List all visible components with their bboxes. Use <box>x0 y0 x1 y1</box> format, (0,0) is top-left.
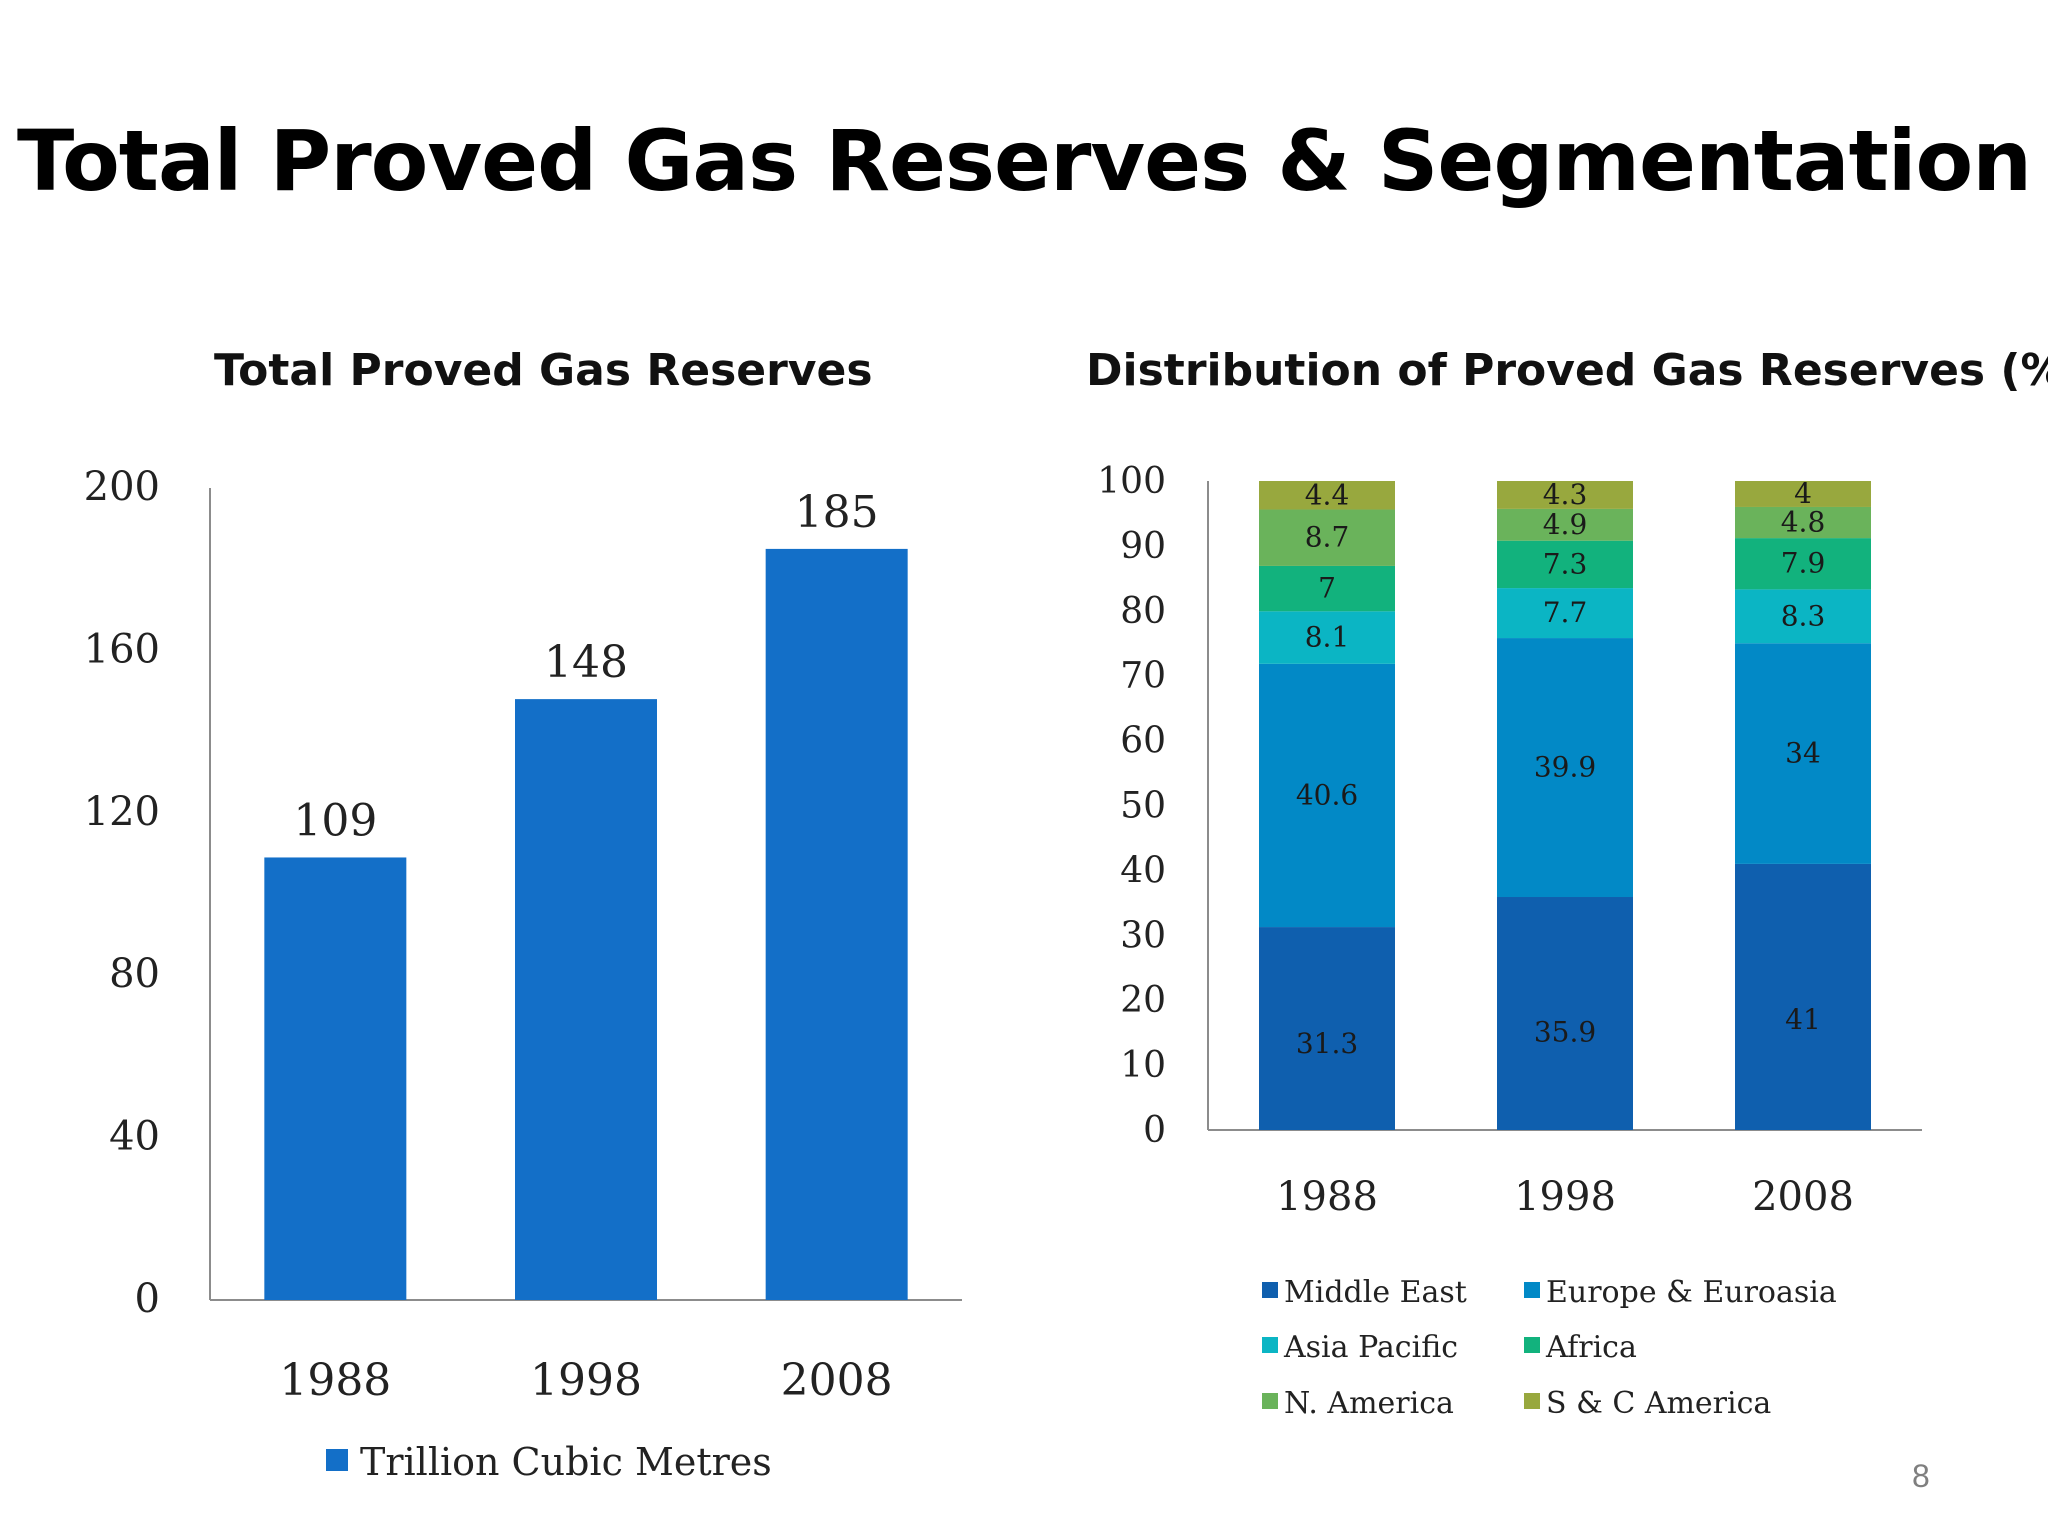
right-y-tick-label: 10 <box>1120 1045 1166 1086</box>
right-segment-1988 <box>1259 663 1395 928</box>
right-segment-label: 8.7 <box>1305 521 1350 554</box>
right-y-tick-label: 20 <box>1120 980 1166 1021</box>
left-y-tick-label: 160 <box>84 626 160 672</box>
right-y-tick-label: 50 <box>1120 786 1166 827</box>
right-legend-label: Europe & Euroasia <box>1546 1275 1837 1310</box>
left-bar-1988 <box>264 857 407 1300</box>
page-number: 8 <box>1912 1458 1930 1494</box>
right-legend-swatch <box>1524 1337 1540 1353</box>
left-legend-label: Trillion Cubic Metres <box>360 1440 772 1484</box>
right-segment-label: 39.9 <box>1534 751 1596 784</box>
right-segment-1998 <box>1497 897 1633 1130</box>
right-segment-label: 7.9 <box>1781 547 1826 580</box>
right-segment-1998 <box>1497 588 1633 639</box>
left-bar-value-label: 185 <box>795 487 879 538</box>
right-y-tick-label: 90 <box>1120 526 1166 567</box>
right-y-tick-label: 80 <box>1120 591 1166 632</box>
right-y-tick-label: 0 <box>1143 1110 1166 1151</box>
left-x-tick-label: 2008 <box>781 1355 893 1406</box>
left-y-tick-label: 0 <box>135 1276 160 1322</box>
right-segment-1998 <box>1497 638 1633 898</box>
right-legend-swatch <box>1524 1393 1540 1409</box>
right-segment-label: 4.9 <box>1543 508 1588 541</box>
right-y-tick-label: 70 <box>1120 656 1166 697</box>
left-bar-2008 <box>765 548 908 1300</box>
right-segment-1998 <box>1497 540 1633 589</box>
right-segment-label: 4.8 <box>1781 506 1826 539</box>
right-legend-swatch <box>1262 1282 1278 1298</box>
right-segment-label: 7 <box>1318 572 1336 605</box>
left-bar-1998 <box>515 699 657 1300</box>
right-segment-label: 31.3 <box>1296 1027 1358 1060</box>
right-x-tick-label: 2008 <box>1752 1174 1854 1220</box>
right-segment-1988 <box>1259 611 1395 664</box>
right-segment-label: 7.7 <box>1543 596 1588 629</box>
right-segment-2008 <box>1735 589 1871 644</box>
left-y-tick-label: 40 <box>109 1114 160 1160</box>
right-segment-1998 <box>1497 481 1633 509</box>
right-segment-2008 <box>1735 863 1871 1130</box>
total-reserves-bar-chart: 0 40 80 120 160 200 109 1988 148 1998 185 2008Trill… <box>84 464 962 1484</box>
right-segment-2008 <box>1735 481 1871 507</box>
right-segment-label: 41 <box>1785 1003 1821 1036</box>
left-y-tick-label: 200 <box>84 464 160 510</box>
right-legend-swatch <box>1262 1393 1278 1409</box>
left-legend-swatch <box>326 1449 348 1471</box>
right-segment-1988 <box>1259 565 1395 612</box>
right-segment-label: 4.3 <box>1543 478 1588 511</box>
right-segment-1988 <box>1259 481 1395 510</box>
right-y-tick-label: 60 <box>1120 721 1166 762</box>
left-bar-value-label: 109 <box>293 795 377 846</box>
right-segment-label: 34 <box>1785 737 1821 770</box>
right-segment-2008 <box>1735 538 1871 590</box>
right-segment-label: 4 <box>1794 477 1812 510</box>
left-bar-value-label: 148 <box>544 637 628 688</box>
slide-title: Total Proved Gas Reserves & Segmentation <box>16 112 2032 210</box>
right-legend-label: N. America <box>1284 1386 1454 1421</box>
right-chart-heading: Distribution of Proved Gas Reserves (%) <box>1086 345 2048 396</box>
distribution-stacked-bar-chart: 0 10 20 30 40 50 60 70 80 90 100 31.3 40.6 8.1 7 8.7 4.4… <box>1097 461 1922 1421</box>
right-segment-2008 <box>1735 643 1871 864</box>
left-x-tick-label: 1998 <box>530 1355 642 1406</box>
right-legend-label: S & C America <box>1546 1386 1771 1421</box>
right-x-tick-label: 1988 <box>1276 1174 1378 1220</box>
right-segment-label: 7.3 <box>1543 547 1588 580</box>
right-legend-label: Asia Pacific <box>1283 1330 1458 1365</box>
left-y-tick-label: 80 <box>109 951 160 997</box>
right-segment-label: 40.6 <box>1296 778 1358 811</box>
right-segment-1988 <box>1259 927 1395 1130</box>
right-segment-label: 4.4 <box>1305 478 1350 511</box>
right-segment-label: 8.1 <box>1305 621 1350 654</box>
right-legend-label: Africa <box>1545 1330 1637 1365</box>
left-chart-heading: Total Proved Gas Reserves <box>214 345 873 396</box>
right-legend-label: Middle East <box>1284 1275 1467 1310</box>
right-segment-label: 35.9 <box>1534 1015 1596 1048</box>
right-legend-swatch <box>1524 1282 1540 1298</box>
right-x-tick-label: 1998 <box>1514 1174 1616 1220</box>
left-x-tick-label: 1988 <box>279 1355 391 1406</box>
left-y-tick-label: 120 <box>84 789 160 835</box>
right-segment-1988 <box>1259 509 1395 566</box>
right-y-tick-label: 100 <box>1097 461 1166 502</box>
right-y-tick-label: 40 <box>1120 850 1166 891</box>
right-legend-swatch <box>1262 1337 1278 1353</box>
right-segment-2008 <box>1735 506 1871 539</box>
right-segment-1998 <box>1497 508 1633 541</box>
right-segment-label: 8.3 <box>1781 599 1826 632</box>
right-y-tick-label: 30 <box>1120 915 1166 956</box>
